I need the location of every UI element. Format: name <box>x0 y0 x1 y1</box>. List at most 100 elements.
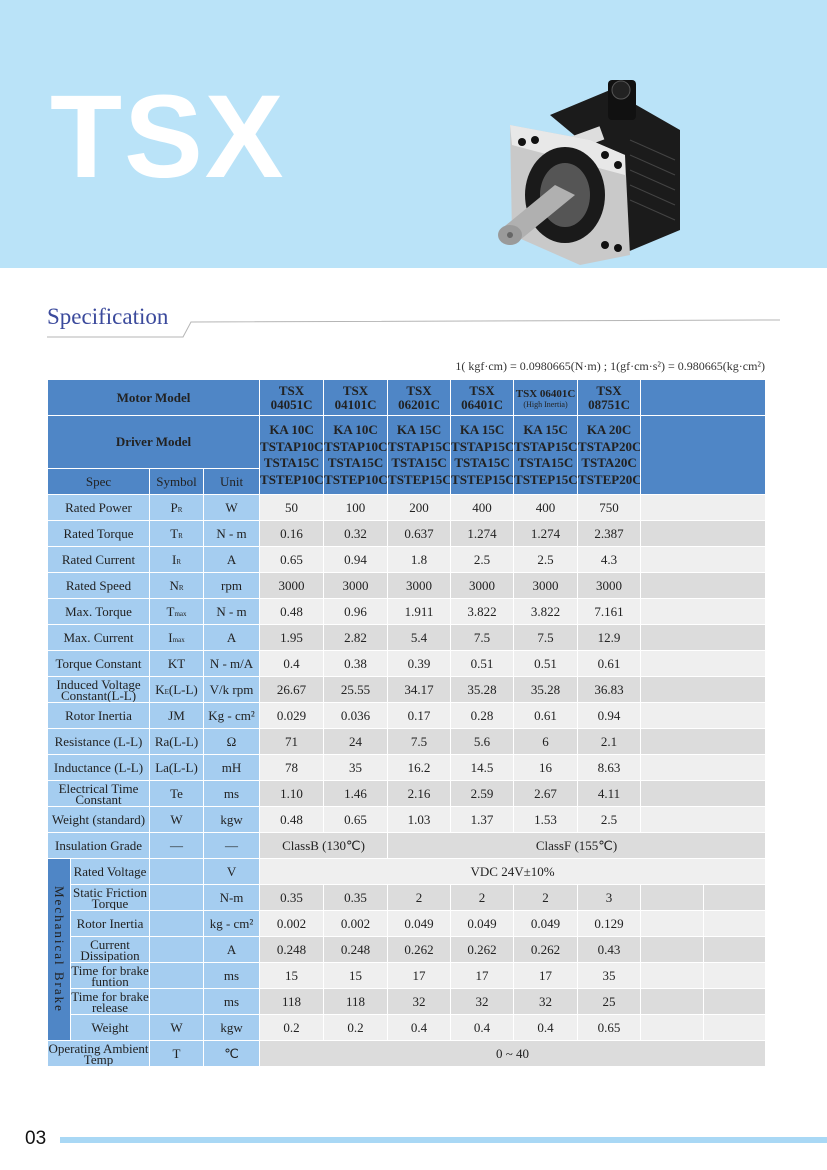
blank-cell <box>703 988 767 1015</box>
value-cell: 7.5 <box>450 624 515 651</box>
value-cell: 26.67 <box>259 676 325 703</box>
unit-cell: — <box>202 832 261 859</box>
value-cell: 2.1 <box>577 728 642 755</box>
spec-label: Insulation Grade <box>47 832 150 859</box>
symbol-text: La(L-L) <box>155 759 198 775</box>
value-cell: 7.161 <box>577 598 642 625</box>
symbol-cell: JM <box>149 702 204 729</box>
value-cell: 750 <box>577 494 642 521</box>
symbol-text: T <box>166 603 175 619</box>
blank-header-cell <box>640 415 767 495</box>
value-cell: 0.28 <box>450 702 515 729</box>
motor-model-cell: TSX 08751C <box>577 379 642 416</box>
symbol-cell <box>149 910 204 937</box>
spec-row: Torque Constant KT N - m/A 0.4 0.38 0.39 0.51 0… <box>47 650 767 677</box>
blank-cell <box>640 988 705 1015</box>
value-cell: 1.37 <box>450 806 515 833</box>
value-cell: 0.39 <box>387 650 452 677</box>
column-header-row: Spec Symbol Unit <box>47 468 766 495</box>
ambient-temp-row: Operating Ambient Temp T ℃ 0 ~ 40 <box>47 1040 767 1067</box>
spec-row: Max. Torque Tmax N - m 0.48 0.96 1.911 3.822 3.… <box>47 598 767 625</box>
spec-label: Rated Current <box>47 546 150 573</box>
value-cell: 0.262 <box>450 936 515 963</box>
value-cell: 2.67 <box>513 780 579 807</box>
value-cell: 32 <box>387 988 452 1015</box>
spec-label: Electrical Time Constant <box>47 780 150 807</box>
value-cell: 3.822 <box>513 598 579 625</box>
value-cell: 2.387 <box>577 520 642 547</box>
value-cell: 0.049 <box>450 910 515 937</box>
symbol-text: KT <box>167 655 186 671</box>
symbol-cell: Te <box>149 780 204 807</box>
blank-cell <box>703 1014 767 1041</box>
spec-label: Max. Current <box>47 624 150 651</box>
value-cell: 0.96 <box>323 598 389 625</box>
value-cell: 2.16 <box>387 780 452 807</box>
conversion-note: 1( kgf·cm) = 0.0980665(N·m) ; 1(gf·cm·s²… <box>455 359 765 373</box>
driver-model-line: TSTAP20C <box>578 438 641 454</box>
value-cell: 200 <box>387 494 452 521</box>
driver-model-line: TSTEP10C <box>260 471 324 487</box>
value-cell: 118 <box>323 988 389 1015</box>
motor-model-line2: (High Inertia) <box>523 399 568 409</box>
spec-row: Rated Power PR W 50 100 200 400 400 750 <box>47 494 767 521</box>
value-cell: 0.049 <box>513 910 579 937</box>
symbol-cell: NR <box>149 572 204 599</box>
spec-label: Rated Torque <box>47 520 150 547</box>
driver-model-line: KA 10C <box>333 422 378 437</box>
blank-cell <box>640 936 705 963</box>
value-cell: 2.5 <box>513 546 579 573</box>
unit-header: Unit <box>202 468 261 495</box>
value-cell: 12.9 <box>577 624 642 651</box>
brake-row: Rotor Inertia kg - cm² 0.002 0.002 0.049 0.04… <box>48 910 767 937</box>
symbol-subscript: R <box>177 505 183 514</box>
mechanical-brake-label: Mechanical Brake <box>47 858 71 1041</box>
driver-model-line: TSTEP15C <box>514 471 578 487</box>
value-cell: 3000 <box>259 572 325 599</box>
value-cell: 2 <box>387 884 452 911</box>
value-cell: 0.036 <box>323 702 389 729</box>
spec-row: Electrical Time Constant Te ms 1.10 1.46 2.16… <box>47 780 767 807</box>
brake-voltage-value: VDC 24V±10% <box>259 858 767 885</box>
brand-title: TSX <box>50 71 286 203</box>
symbol-cell: TR <box>149 520 204 547</box>
motor-model-line1: TSX <box>342 382 369 398</box>
spec-row: Rotor Inertia JM Kg - cm² 0.029 0.036 0.17 0.2… <box>47 702 767 729</box>
value-cell: 1.274 <box>513 520 579 547</box>
driver-model-cell: KA 10C TSTAP10C TSTA15C TSTEP10C <box>323 415 389 495</box>
insulation-class-f: ClassF (155℃) <box>387 832 767 859</box>
spec-row: Resistance (L-L) Ra(L-L) Ω 71 24 7.5 5.6 6 2.1 <box>47 728 767 755</box>
unit-cell: mH <box>202 754 261 781</box>
value-cell: 7.5 <box>387 728 452 755</box>
motor-model-line2: 06401C <box>461 396 503 412</box>
value-cell: 0.17 <box>387 702 452 729</box>
symbol-text: Ra(L-L) <box>154 733 199 749</box>
symbol-subscript: max <box>174 609 187 618</box>
driver-model-line: TSTEP15C <box>388 471 451 487</box>
driver-model-line: TSTA15C <box>263 455 320 470</box>
driver-model-line: TSTA15C <box>327 455 384 470</box>
driver-model-cell: KA 20C TSTAP20C TSTA20C TSTEP20C <box>577 415 642 495</box>
blank-cell <box>640 494 767 521</box>
spec-label: Time for brake funtion <box>70 962 150 989</box>
unit-cell: rpm <box>202 572 261 599</box>
brake-row: Time for brake funtion ms 15 15 17 17 17 35 <box>48 962 767 989</box>
spec-label: Inductance (L-L) <box>47 754 150 781</box>
brake-row: Time for brake release ms 118 118 32 32 32 25 <box>48 988 767 1015</box>
driver-model-line: TSTAP10C <box>260 438 324 454</box>
value-cell: 0.248 <box>323 936 389 963</box>
unit-cell: W <box>202 494 261 521</box>
symbol-subscript: R <box>178 583 184 592</box>
symbol-text: T <box>170 525 179 541</box>
blank-cell <box>640 910 705 937</box>
value-cell: 34.17 <box>387 676 452 703</box>
driver-model-cell: KA 15C TSTAP15C TSTA15C TSTEP15C <box>450 415 515 495</box>
motor-model-cell: TSX 04051C <box>259 379 325 416</box>
value-cell: 35.28 <box>450 676 515 703</box>
unit-cell: ℃ <box>202 1040 261 1067</box>
value-cell: 400 <box>513 494 579 521</box>
value-cell: 32 <box>450 988 515 1015</box>
driver-model-line: TSTAP15C <box>388 438 451 454</box>
value-cell: 0.2 <box>259 1014 325 1041</box>
